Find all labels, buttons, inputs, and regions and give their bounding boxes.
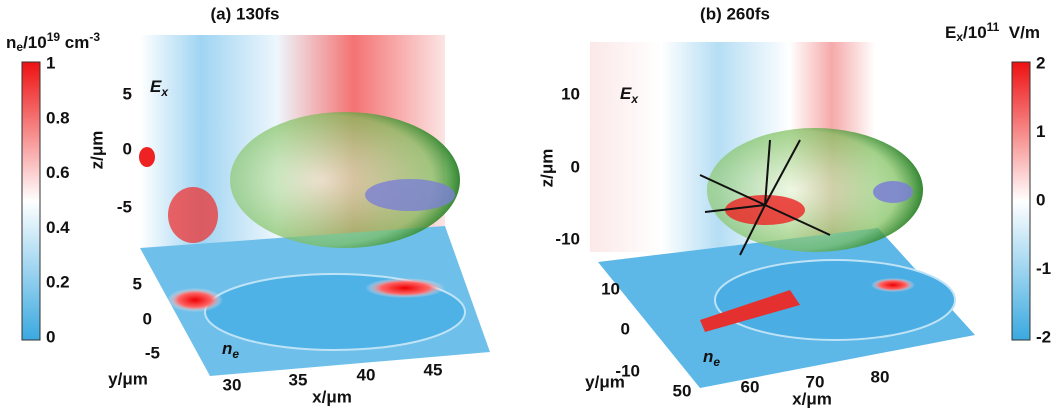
floor-spot [871,278,915,292]
colorbar-tick-label: -2 [1036,327,1051,346]
colorbar-tick-label: 0.4 [46,218,70,237]
colorbar-tick-label: 1 [46,53,55,72]
z-tick-label: 0 [571,157,580,176]
colorbar-tick-label: 0.8 [46,108,70,127]
colorbar-tick-label: 0.6 [46,163,70,182]
y-tick-label: 0 [143,309,152,328]
y-tick-label: 0 [621,319,630,338]
z-tick-label: 0 [123,139,132,158]
colorbar-tick-label: 2 [1036,53,1045,72]
electron-bunch [168,187,218,243]
x-tick-label: 60 [741,377,760,396]
x-axis-label: x/μm [312,387,352,406]
colorbar-tick-label: 1 [1036,122,1045,141]
colorbar [22,62,40,340]
driver [873,181,913,203]
x-tick-label: 40 [357,365,376,384]
z-tick-label: -10 [555,229,580,248]
x-tick-label: 35 [289,370,308,389]
z-axis-label: z/μm [87,131,106,170]
x-tick-label: 30 [223,375,242,394]
floor-spot [365,278,445,298]
colorbar-tick-label: 0.2 [46,273,70,292]
driver [365,179,455,211]
x-tick-label: 80 [871,367,890,386]
panel-b-graphics [590,42,975,388]
colorbar-tick-label: 0 [46,327,55,346]
x-axis-label: x/μm [792,389,832,408]
colorbar [1012,62,1030,340]
colorbar-left: ne/1019 cm-3 1 0.8 0.6 0.4 0.2 0 [6,30,100,346]
y-tick-label: 10 [601,279,620,298]
panel-title: (a) 130fs [211,4,280,23]
colorbar-label: Ex/1011 V/m [945,20,1040,44]
z-tick-label: 5 [123,84,132,103]
y-tick-label: -5 [145,343,160,362]
z-axis-label: z/μm [537,149,556,188]
z-tick-label: -5 [117,197,132,216]
y-tick-label: 5 [133,274,142,293]
colorbar-tick-label: -1 [1036,259,1051,278]
x-tick-label: 45 [424,360,443,379]
z-tick-label: 10 [561,84,580,103]
panel-title: (b) 260fs [700,4,770,23]
panel-a-graphics [139,35,490,376]
floor-bubble [715,260,955,340]
y-tick-label: -10 [615,361,640,380]
x-tick-label: 70 [806,372,825,391]
colorbar-tick-label: 0 [1036,190,1045,209]
x-tick-label: 50 [673,381,692,400]
y-axis-label: y/μm [108,369,148,388]
colorbar-label: ne/1019 cm-3 [6,30,100,54]
figure: ne/1019 cm-3 1 0.8 0.6 0.4 0.2 0 Ex/1011 V/m … [0,0,1053,410]
colorbar-right: Ex/1011 V/m 2 1 0 -1 -2 [945,20,1051,346]
edge-spot [139,147,155,167]
floor-spot [167,288,223,312]
